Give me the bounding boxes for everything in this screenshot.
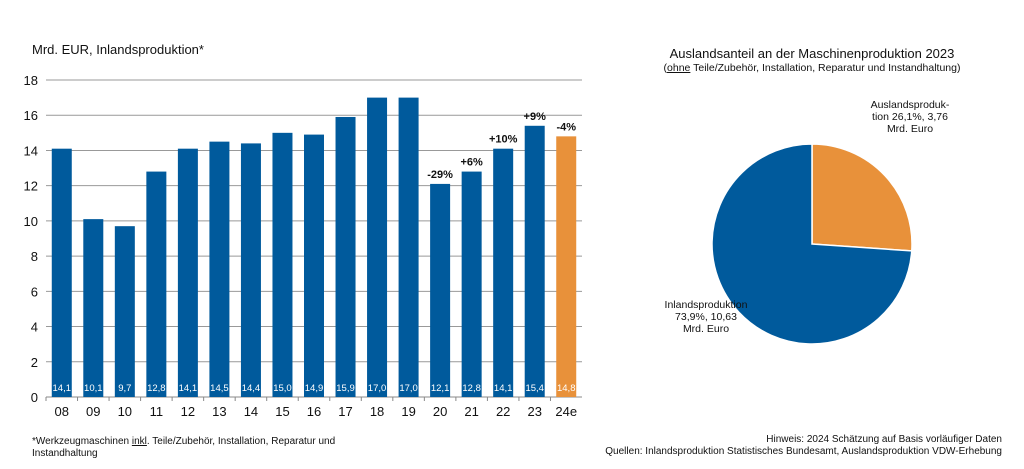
bar-value-label: 14,8 bbox=[557, 383, 576, 394]
bar-value-label: 12,8 bbox=[462, 383, 481, 394]
bar bbox=[367, 97, 388, 397]
x-tick-label: 14 bbox=[244, 404, 258, 419]
bar bbox=[83, 219, 104, 397]
x-tick-label: 15 bbox=[275, 404, 289, 419]
x-tick-label: 20 bbox=[433, 404, 447, 419]
footnote: *Werkzeugmaschinen inkl. Teile/Zubehör, … bbox=[32, 436, 335, 460]
x-tick-label: 09 bbox=[86, 404, 100, 419]
change-label: +9% bbox=[524, 111, 547, 123]
y-tick-label: 14 bbox=[24, 143, 38, 158]
note-hint: Hinweis: 2024 Schätzung auf Basis vorläu… bbox=[766, 434, 1002, 445]
footnote-line2: Instandhaltung bbox=[32, 448, 98, 459]
bar bbox=[177, 148, 198, 397]
bar-value-label: 12,8 bbox=[147, 383, 166, 394]
bar-value-label: 14,9 bbox=[305, 383, 324, 394]
notes: Hinweis: 2024 Schätzung auf Basis vorläu… bbox=[605, 434, 1002, 458]
y-tick-label: 4 bbox=[31, 320, 38, 335]
bar bbox=[146, 171, 167, 397]
bar-value-label: 9,7 bbox=[118, 383, 131, 394]
x-tick-label: 16 bbox=[307, 404, 321, 419]
subtitle-rest: Teile/Zubehör, Installation, Reparatur u… bbox=[690, 62, 961, 74]
bar-value-label: 14,1 bbox=[494, 383, 513, 394]
y-tick-label: 2 bbox=[31, 355, 38, 370]
x-tick-label: 21 bbox=[464, 404, 478, 419]
pie-label: Mrd. Euro bbox=[887, 123, 933, 135]
x-tick-label: 10 bbox=[118, 404, 132, 419]
y-tick-label: 10 bbox=[24, 214, 38, 229]
pie-label: Inlandsproduktion bbox=[665, 299, 748, 311]
bar-value-label: 17,0 bbox=[368, 383, 387, 394]
x-tick-label: 13 bbox=[212, 404, 226, 419]
pie-label: tion 26,1%, 3,76 bbox=[872, 111, 948, 123]
change-label: +6% bbox=[460, 157, 483, 169]
y-axis-label: Mrd. EUR, Inlandsproduktion* bbox=[32, 42, 204, 57]
x-tick-label: 23 bbox=[527, 404, 541, 419]
footnote-post: . Teile/Zubehör, Installation, Reparatur… bbox=[146, 436, 336, 447]
subtitle-open: ( bbox=[663, 62, 668, 74]
bar bbox=[493, 148, 514, 397]
bar bbox=[335, 116, 356, 397]
change-label: +10% bbox=[489, 134, 518, 146]
y-tick-label: 8 bbox=[31, 249, 38, 264]
bar bbox=[556, 136, 577, 397]
note-sources: Quellen: Inlandsproduktion Statistisches… bbox=[605, 446, 1002, 457]
subtitle-underlined: ohne bbox=[667, 62, 691, 74]
bar-value-label: 17,0 bbox=[399, 383, 418, 394]
bar-value-label: 14,1 bbox=[53, 383, 72, 394]
pie-label: Auslandsproduk- bbox=[871, 99, 950, 111]
bar bbox=[398, 97, 419, 397]
x-tick-label: 24e bbox=[555, 404, 577, 419]
bar bbox=[304, 134, 324, 397]
pie-slice bbox=[811, 143, 913, 252]
bar bbox=[114, 226, 135, 397]
x-tick-label: 08 bbox=[55, 404, 69, 419]
x-tick-label: 11 bbox=[150, 404, 164, 419]
bar bbox=[240, 143, 261, 397]
pie-label: 73,9%, 10,63 bbox=[675, 311, 737, 323]
bar-value-label: 14,1 bbox=[179, 383, 198, 394]
bar bbox=[272, 132, 293, 398]
x-tick-label: 17 bbox=[338, 404, 352, 419]
bar-value-label: 15,9 bbox=[336, 383, 355, 394]
bar-value-label: 15,4 bbox=[525, 383, 544, 394]
x-tick-label: 12 bbox=[181, 404, 195, 419]
pie-slice bbox=[711, 143, 913, 345]
bar bbox=[51, 148, 72, 397]
bar-chart: 0 2 4 6 8 10 12 14 16 18 14,1 08 10,1 09 9,7 10 12,8 11 14… bbox=[24, 73, 582, 419]
pie-label: Mrd. Euro bbox=[683, 323, 729, 335]
x-tick-label: 19 bbox=[401, 404, 415, 419]
pie-subtitle: (ohne Teile/Zubehör, Installation, Repar… bbox=[600, 62, 1024, 74]
y-tick-label: 16 bbox=[24, 108, 38, 123]
bar bbox=[524, 125, 545, 398]
footnote-pre: *Werkzeugmaschinen bbox=[32, 436, 132, 447]
x-tick-label: 18 bbox=[370, 404, 384, 419]
x-tick-label: 22 bbox=[496, 404, 510, 419]
change-label: -29% bbox=[427, 169, 453, 181]
y-tick-label: 0 bbox=[31, 390, 38, 405]
bar-value-label: 12,1 bbox=[431, 383, 450, 394]
bar bbox=[209, 141, 230, 397]
pie-title: Auslandsanteil an der Maschinenproduktio… bbox=[669, 46, 955, 61]
bar-value-label: 10,1 bbox=[84, 383, 103, 394]
bar bbox=[461, 171, 482, 397]
y-tick-label: 6 bbox=[31, 284, 38, 299]
y-tick-label: 12 bbox=[24, 179, 38, 194]
footnote-underlined: inkl bbox=[131, 436, 147, 447]
y-tick-label: 18 bbox=[24, 73, 38, 88]
change-label: -4% bbox=[556, 121, 576, 133]
bar-value-label: 14,4 bbox=[242, 383, 261, 394]
bar-value-label: 15,0 bbox=[273, 383, 292, 394]
bar bbox=[430, 183, 451, 397]
bar-value-label: 14,5 bbox=[210, 383, 229, 394]
